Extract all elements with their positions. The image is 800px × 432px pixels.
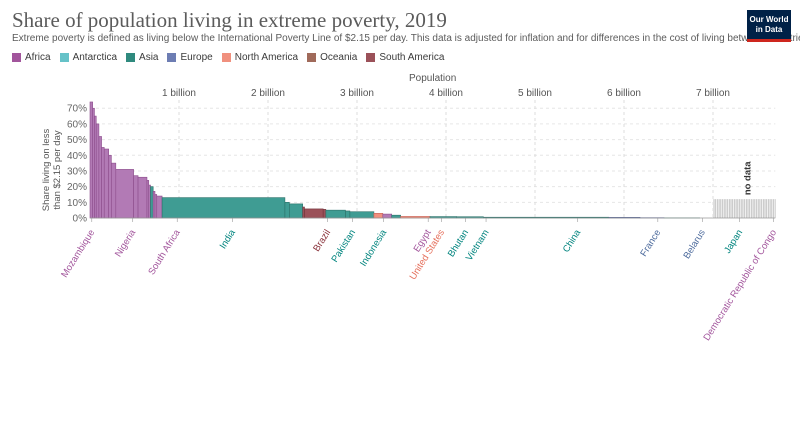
- country-label-china: China: [561, 227, 584, 254]
- legend-item-antarctica[interactable]: Antarctica: [59, 52, 118, 63]
- legend-swatch: [59, 53, 69, 62]
- legend-item-europe[interactable]: Europe: [167, 52, 213, 63]
- y-tick-label: 50%: [67, 135, 87, 146]
- legend-swatch: [221, 53, 231, 62]
- y-tick-label: 40%: [67, 151, 87, 162]
- country-label-democratic-republic-of-congo: Democratic Republic of Congo: [701, 228, 779, 343]
- bar-10: [133, 175, 139, 219]
- x-tick-label: 2 billion: [251, 88, 285, 99]
- bar-25: [345, 210, 351, 219]
- no-data-label: no data: [742, 161, 753, 195]
- legend-label: North America: [234, 52, 299, 63]
- bar-7: [108, 154, 112, 219]
- y-tick-label: 0%: [73, 214, 88, 225]
- bar-south-africa: [156, 195, 163, 219]
- bar-5: [101, 147, 105, 219]
- logo-accent-bar: [747, 39, 791, 42]
- country-label-mozambique: Mozambique: [59, 228, 97, 280]
- legend-swatch: [307, 53, 317, 62]
- bar-27: [373, 212, 384, 219]
- bar-19: [284, 202, 290, 219]
- bar-4: [98, 136, 102, 219]
- bar-3: [95, 123, 100, 219]
- legend-label: South America: [379, 52, 445, 63]
- y-axis-title: Share living on lessthan $2.15 per day: [41, 129, 63, 212]
- legend-label: Oceania: [320, 52, 358, 63]
- legend-item-south-america[interactable]: South America: [366, 52, 444, 63]
- legend: Africa Antarctica Asia Europe North America O…: [12, 52, 453, 63]
- x-tick-label: 6 billion: [607, 88, 641, 99]
- bar-11: [137, 176, 148, 219]
- y-tick-label: 10%: [67, 198, 87, 209]
- y-tick-label: 20%: [67, 182, 87, 193]
- y-tick-label: 60%: [67, 119, 87, 130]
- bar-indonesia: [349, 211, 375, 219]
- country-label-south-africa: South Africa: [146, 227, 183, 277]
- country-label-nigeria: Nigeria: [113, 227, 139, 259]
- bar-29: [391, 214, 401, 219]
- bar-20: [289, 203, 304, 219]
- country-label-france: France: [638, 228, 663, 259]
- legend-item-north-america[interactable]: North America: [221, 52, 299, 63]
- bar-india: [161, 197, 286, 219]
- bar-8: [111, 162, 117, 219]
- bar-6: [103, 148, 109, 219]
- x-tick-label: 1 billion: [162, 88, 196, 99]
- country-label-pakistan: Pakistan: [329, 228, 358, 265]
- x-axis-title: Population: [409, 73, 456, 84]
- y-tick-label: 30%: [67, 166, 87, 177]
- chart-subtitle: Extreme poverty is defined as living bel…: [12, 33, 800, 44]
- legend-swatch: [167, 53, 177, 62]
- bar-brazil: [304, 208, 324, 219]
- y-tick-label: 70%: [67, 104, 87, 115]
- country-label-brazil: Brazil: [311, 228, 333, 254]
- bar-14: [150, 186, 154, 219]
- legend-label: Europe: [180, 52, 213, 63]
- logo-line-1: Our World: [749, 15, 789, 24]
- legend-item-oceania[interactable]: Oceania: [307, 52, 357, 63]
- owid-logo[interactable]: Our World in Data: [747, 10, 791, 42]
- legend-swatch: [366, 53, 376, 62]
- legend-label: Africa: [25, 52, 51, 63]
- legend-swatch: [126, 53, 136, 62]
- x-tick-label: 3 billion: [340, 88, 374, 99]
- country-label-belarus: Belarus: [681, 228, 708, 261]
- country-label-japan: Japan: [722, 228, 745, 256]
- legend-label: Asia: [139, 52, 159, 63]
- x-tick-label: 4 billion: [429, 88, 463, 99]
- bar-pakistan: [325, 209, 346, 219]
- legend-swatch: [12, 53, 21, 62]
- bar-nigeria: [115, 169, 134, 219]
- x-tick-label: 5 billion: [518, 88, 552, 99]
- legend-item-africa[interactable]: Africa: [12, 52, 51, 63]
- country-label-indonesia: Indonesia: [358, 227, 390, 268]
- legend-item-asia[interactable]: Asia: [126, 52, 158, 63]
- country-label-india: India: [218, 227, 239, 251]
- x-tick-label: 7 billion: [696, 88, 730, 99]
- bar-egypt: [382, 213, 393, 219]
- bar-mozambique: [89, 101, 93, 219]
- bar-23: [322, 209, 327, 219]
- legend-label: Antarctica: [72, 52, 118, 63]
- chart-title: Share of population living in extreme po…: [12, 8, 447, 32]
- logo-line-2: in Data: [755, 25, 783, 34]
